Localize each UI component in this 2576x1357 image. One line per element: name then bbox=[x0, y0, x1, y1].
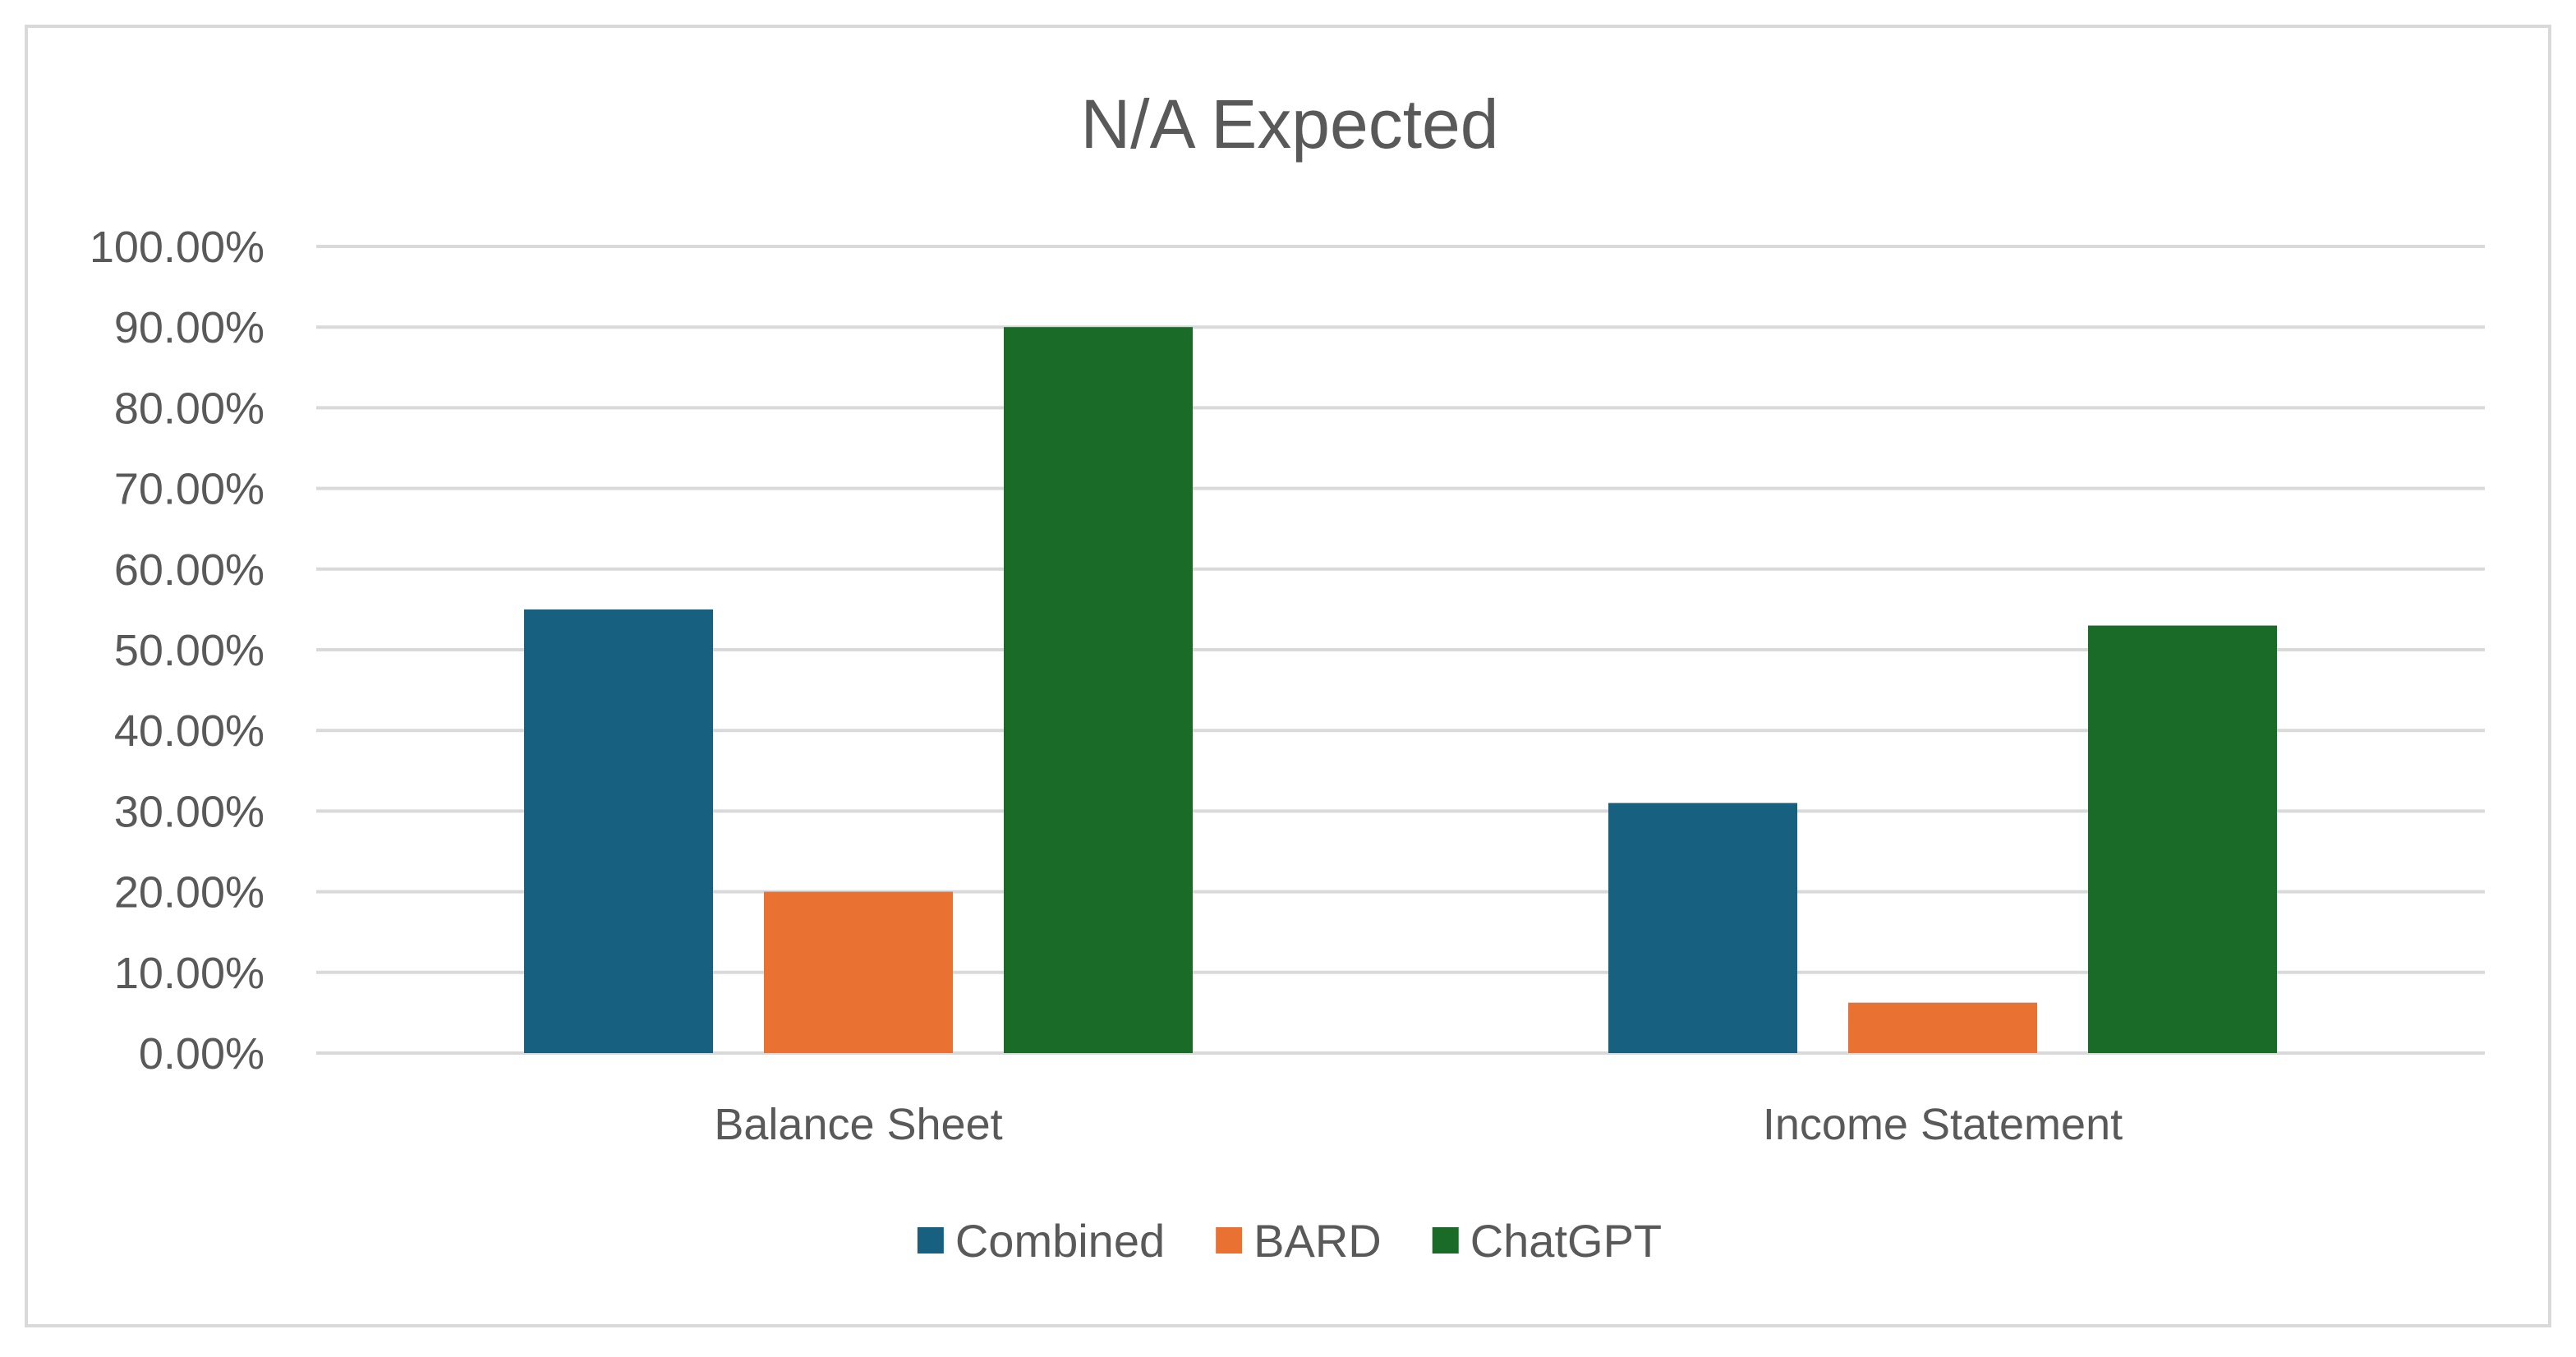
x-category-label: Income Statement bbox=[1763, 1100, 2123, 1149]
legend-label-bard: BARD bbox=[1254, 1215, 1382, 1267]
y-tick-label: 50.00% bbox=[114, 626, 264, 675]
y-tick-label: 40.00% bbox=[114, 706, 264, 756]
y-tick-label: 30.00% bbox=[114, 787, 264, 836]
y-axis-tick-labels: 0.00% 10.00% 20.00% 30.00% 40.00% 50.00% 60.00… bbox=[90, 223, 264, 1079]
legend-label-combined: Combined bbox=[955, 1215, 1165, 1267]
y-tick-label: 20.00% bbox=[114, 868, 264, 918]
bar-bard-income-statement bbox=[1848, 1002, 2037, 1053]
y-tick-label: 80.00% bbox=[114, 384, 264, 433]
legend: Combined BARD ChatGPT bbox=[917, 1215, 1662, 1267]
bars bbox=[524, 327, 2277, 1053]
legend-swatch-chatgpt bbox=[1432, 1227, 1459, 1254]
y-tick-label: 100.00% bbox=[90, 223, 264, 272]
y-tick-label: 10.00% bbox=[114, 949, 264, 998]
legend-swatch-bard bbox=[1216, 1227, 1243, 1254]
bar-chatgpt-balance-sheet bbox=[1004, 327, 1193, 1053]
x-axis-category-labels: Balance Sheet Income Statement bbox=[714, 1100, 2123, 1149]
y-tick-label: 90.00% bbox=[114, 303, 264, 352]
y-tick-label: 70.00% bbox=[114, 465, 264, 514]
bar-combined-balance-sheet bbox=[524, 609, 713, 1053]
legend-swatch-combined bbox=[917, 1227, 944, 1254]
bar-combined-income-statement bbox=[1608, 803, 1797, 1053]
y-tick-label: 60.00% bbox=[114, 545, 264, 595]
chart-title: N/A Expected bbox=[1081, 85, 1499, 163]
y-tick-label: 0.00% bbox=[139, 1029, 264, 1079]
legend-label-chatgpt: ChatGPT bbox=[1470, 1215, 1662, 1267]
bar-bard-balance-sheet bbox=[764, 891, 953, 1053]
x-category-label: Balance Sheet bbox=[714, 1100, 1002, 1149]
bar-chatgpt-income-statement bbox=[2088, 625, 2277, 1053]
